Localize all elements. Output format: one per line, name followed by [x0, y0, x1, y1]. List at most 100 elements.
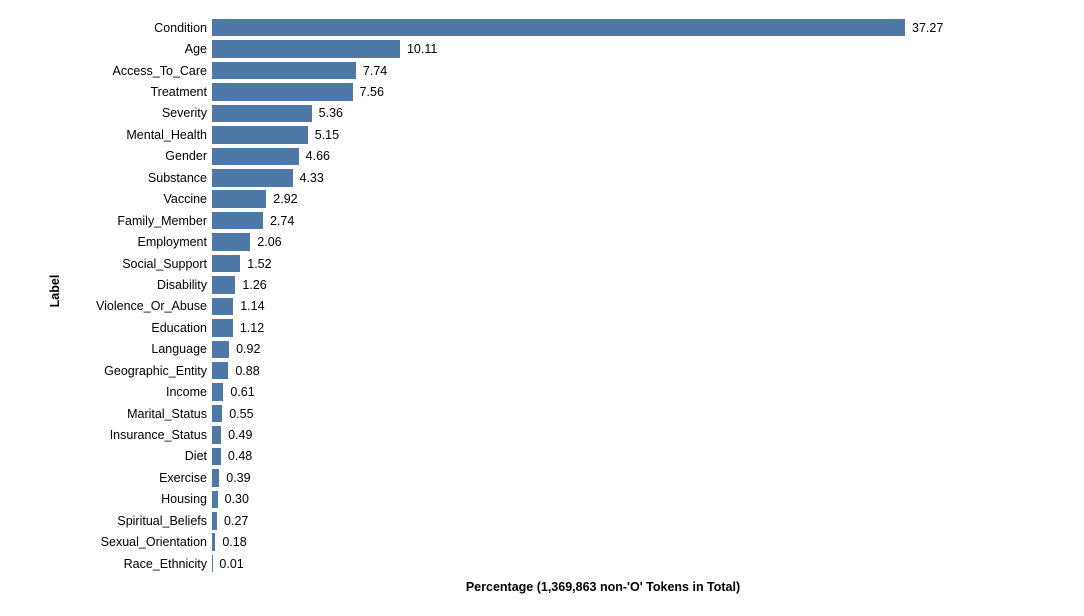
bar-row: Vaccine 2.92: [0, 189, 1084, 210]
category-label: Insurance_Status: [109, 428, 207, 443]
bar: [212, 211, 263, 230]
value-label: 7.56: [359, 85, 384, 100]
bar-row: Condition 37.27: [0, 17, 1084, 38]
value-label: 5.36: [318, 106, 343, 121]
bar: [212, 276, 236, 294]
bar-row: Education 1.12: [0, 317, 1084, 338]
bar: [212, 404, 223, 423]
bar-row: Race_Ethnicity 0.01: [0, 553, 1084, 574]
value-label: 1.26: [242, 277, 267, 292]
value-label: 0.39: [226, 470, 251, 485]
category-label: Substance: [147, 170, 207, 185]
category-label: Access_To_Care: [112, 63, 208, 78]
bar-row: Insurance_Status 0.49: [0, 424, 1084, 445]
category-label: Employment: [137, 235, 207, 250]
bar: [212, 18, 905, 37]
category-label: Geographic_Entity: [104, 363, 207, 378]
bar: [212, 233, 251, 251]
bar: [212, 447, 221, 466]
bar-row: Employment 2.06: [0, 231, 1084, 252]
bar: [212, 126, 308, 144]
bar: [212, 426, 222, 444]
category-label: Education: [151, 320, 207, 335]
bar: [212, 490, 218, 509]
value-label: 5.15: [314, 127, 340, 142]
bar: [212, 190, 267, 208]
bar: [212, 319, 233, 337]
category-label: Housing: [161, 492, 207, 507]
value-label: 0.01: [219, 556, 244, 571]
bar: [212, 340, 230, 359]
bar-row: Substance 4.33: [0, 167, 1084, 188]
bar-row: Disability 1.26: [0, 274, 1084, 295]
bar: [212, 83, 353, 101]
bar-row: Gender 4.66: [0, 146, 1084, 167]
category-label: Income: [166, 385, 207, 400]
category-label: Spiritual_Beliefs: [117, 513, 207, 528]
bar: [212, 254, 241, 273]
category-label: Language: [151, 342, 207, 357]
value-label: 1.12: [239, 320, 265, 335]
category-label: Severity: [161, 106, 207, 121]
category-label: Gender: [165, 149, 207, 164]
value-label: 1.52: [247, 256, 272, 271]
bar-row: Social_Support 1.52: [0, 253, 1084, 274]
bar: [212, 533, 216, 551]
value-label: 2.06: [257, 235, 282, 250]
value-label: 0.88: [235, 363, 260, 378]
value-label: 1.14: [240, 299, 265, 314]
category-label: Treatment: [150, 85, 207, 100]
bar-row: Violence_Or_Abuse 1.14: [0, 296, 1084, 317]
category-label: Exercise: [159, 470, 207, 485]
bar-row: Housing 0.30: [0, 489, 1084, 510]
value-label: 0.92: [236, 342, 261, 357]
bar-row: Sexual_Orientation 0.18: [0, 532, 1084, 553]
bar-row: Marital_Status 0.55: [0, 403, 1084, 424]
value-label: 0.27: [224, 513, 249, 528]
category-label: Vaccine: [163, 192, 207, 207]
category-label: Sexual_Orientation: [100, 535, 207, 550]
value-label: 0.49: [228, 428, 253, 443]
bar-row: Mental_Health 5.15: [0, 124, 1084, 145]
category-label: Diet: [184, 449, 207, 464]
value-label: 0.61: [230, 385, 255, 400]
bar: [212, 61, 356, 80]
bar-row: Exercise 0.39: [0, 467, 1084, 488]
category-label: Disability: [156, 277, 207, 292]
category-label: Condition: [154, 20, 207, 35]
bar-row: Severity 5.36: [0, 103, 1084, 124]
category-label: Violence_Or_Abuse: [96, 299, 207, 314]
bar-row: Spiritual_Beliefs 0.27: [0, 510, 1084, 531]
bar-row: Age 10.11: [0, 38, 1084, 59]
category-label: Social_Support: [122, 256, 207, 271]
value-label: 0.30: [224, 492, 249, 507]
value-label: 37.27: [912, 20, 944, 35]
bar: [212, 169, 293, 187]
category-label: Age: [184, 42, 207, 57]
value-label: 2.92: [273, 192, 298, 207]
bar-row: Family_Member 2.74: [0, 210, 1084, 231]
bar: [212, 469, 220, 487]
bar: [212, 147, 299, 166]
value-label: 0.18: [222, 535, 247, 550]
x-axis-title: Percentage (1,369,863 non-'O' Tokens in …: [465, 580, 741, 594]
value-label: 4.66: [305, 149, 330, 164]
category-label: Family_Member: [117, 213, 207, 228]
bar-row: Treatment 7.56: [0, 81, 1084, 102]
value-label: 10.11: [406, 42, 438, 57]
value-label: 0.55: [229, 406, 254, 421]
value-label: 4.33: [299, 170, 324, 185]
category-label: Mental_Health: [126, 127, 207, 142]
bar: [212, 104, 312, 123]
bar: [212, 361, 229, 380]
bar-row: Geographic_Entity 0.88: [0, 360, 1084, 381]
bar-row: Access_To_Care 7.74: [0, 60, 1084, 81]
bar-row: Language 0.92: [0, 339, 1084, 360]
bar-row: Diet 0.48: [0, 446, 1084, 467]
bar: [212, 383, 224, 401]
value-label: 7.74: [362, 63, 388, 78]
bar: [212, 297, 234, 316]
bar-rows-container: Condition 37.27 Age 10.11 Access_To_Care 7.74…: [0, 17, 1084, 574]
bar: [212, 40, 400, 58]
